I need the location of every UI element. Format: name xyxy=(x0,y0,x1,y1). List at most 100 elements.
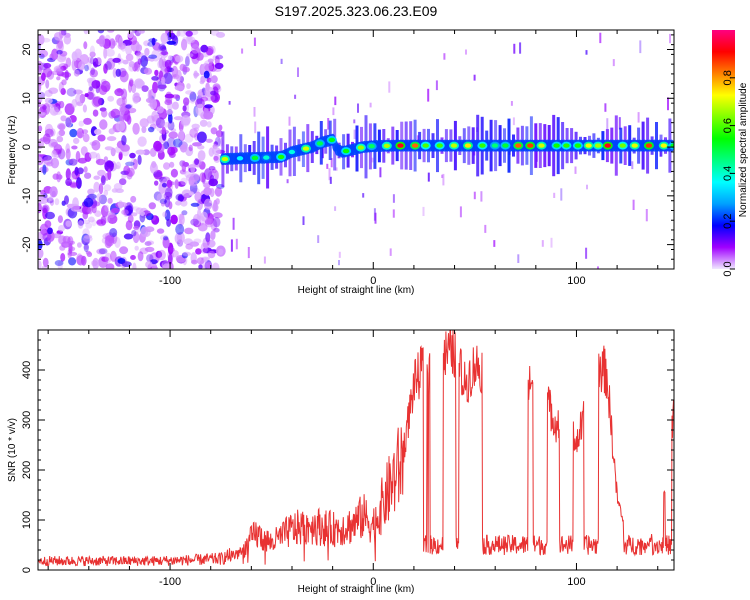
noise-blob xyxy=(50,142,59,147)
faint-streak xyxy=(235,238,238,250)
noise-blob xyxy=(83,197,94,208)
noise-blob xyxy=(47,227,53,235)
noise-blob xyxy=(97,169,106,177)
noise-blob xyxy=(89,151,98,159)
noise-blob xyxy=(135,80,145,88)
noise-blob xyxy=(160,32,169,45)
noise-blob xyxy=(198,264,203,269)
noise-blob xyxy=(53,32,63,41)
ridge-peak xyxy=(221,156,229,162)
noise-blob xyxy=(181,189,192,198)
ridge-peak xyxy=(251,155,259,161)
faint-streak xyxy=(574,166,577,174)
noise-blob xyxy=(111,207,120,214)
noise-blob xyxy=(177,30,188,37)
noise-blob xyxy=(83,244,89,250)
noise-blob xyxy=(65,116,72,128)
noise-blob xyxy=(173,116,183,121)
noise-blob xyxy=(170,214,178,225)
faint-streak xyxy=(645,209,648,222)
faint-streak xyxy=(392,194,395,203)
faint-streak xyxy=(357,103,359,113)
noise-blob xyxy=(203,187,213,196)
noise-blob xyxy=(83,41,88,50)
noise-blob xyxy=(38,34,45,46)
noise-blob xyxy=(56,49,63,55)
noise-blob xyxy=(197,223,208,232)
noise-blob xyxy=(156,193,166,203)
noise-blob xyxy=(144,47,150,56)
noise-blob xyxy=(191,44,200,54)
noise-blob xyxy=(206,121,212,128)
faint-streak xyxy=(612,59,615,67)
noise-blob xyxy=(77,220,84,229)
noise-blob xyxy=(112,57,121,63)
noise-blob xyxy=(61,30,67,36)
noise-blob xyxy=(139,211,145,217)
noise-blob xyxy=(141,85,149,92)
faint-streak xyxy=(317,235,320,243)
noise-blob xyxy=(190,163,196,174)
colorbar-ticks: 0.0 0.2 0.4 0.6 0.8 xyxy=(722,70,735,277)
faint-streak xyxy=(510,101,513,106)
noise-blob xyxy=(73,69,80,77)
noise-blob xyxy=(83,234,93,239)
faint-streak xyxy=(302,216,305,225)
noise-blob xyxy=(203,111,214,120)
noise-blob xyxy=(125,53,134,62)
noise-blob xyxy=(99,107,107,112)
noise-blob xyxy=(153,140,162,152)
noise-blob xyxy=(186,83,191,90)
noise-blob xyxy=(128,60,135,68)
noise-blob xyxy=(84,93,89,98)
noise-blob xyxy=(106,136,117,142)
noise-blob xyxy=(49,106,59,116)
noise-blob xyxy=(161,182,167,188)
noise-blob xyxy=(122,59,129,65)
colorbar-tick-label: 0.0 xyxy=(722,261,734,276)
ridge-peak xyxy=(515,143,522,148)
noise-blob xyxy=(120,170,129,175)
noise-blob xyxy=(57,38,64,49)
faint-streak xyxy=(442,173,445,186)
noise-blob xyxy=(53,109,63,115)
noise-blob xyxy=(121,135,127,146)
ridge-peak xyxy=(479,143,486,148)
noise-blob xyxy=(101,109,108,118)
noise-blob xyxy=(98,183,104,195)
noise-blob xyxy=(83,30,89,35)
noise-blob xyxy=(210,90,217,96)
noise-blob xyxy=(157,60,162,69)
noise-blob xyxy=(107,197,113,204)
faint-streak xyxy=(459,206,462,218)
noise-blob xyxy=(91,80,101,89)
noise-blob xyxy=(135,52,143,58)
noise-blob xyxy=(134,245,139,251)
noise-blob xyxy=(191,123,200,129)
noise-blob xyxy=(212,83,221,91)
faint-streak xyxy=(606,118,609,130)
spectrogram-frame xyxy=(37,29,675,270)
noise-blob xyxy=(196,257,205,265)
noise-blob xyxy=(45,211,55,220)
noise-blob xyxy=(73,137,80,144)
noise-blob xyxy=(167,137,176,149)
x-tick-label: 100 xyxy=(567,275,585,287)
noise-blob xyxy=(88,216,95,223)
noise-blob xyxy=(73,89,83,95)
noise-blob xyxy=(162,236,170,249)
noise-blob xyxy=(182,105,187,112)
noise-blob xyxy=(38,194,45,205)
faint-streak xyxy=(585,247,588,259)
noise-blob xyxy=(42,257,49,268)
noise-blob xyxy=(56,76,61,81)
noise-blob xyxy=(185,90,194,95)
noise-blob xyxy=(69,128,78,138)
noise-blob xyxy=(40,137,50,142)
noise-blob xyxy=(133,225,140,230)
colorbar: 0.0 0.2 0.4 0.6 0.8 Normalized spectral ampl… xyxy=(712,30,749,277)
faint-streak xyxy=(517,254,520,263)
noise-blob xyxy=(164,187,173,198)
noise-blob xyxy=(132,231,140,244)
noise-blob xyxy=(47,232,52,243)
